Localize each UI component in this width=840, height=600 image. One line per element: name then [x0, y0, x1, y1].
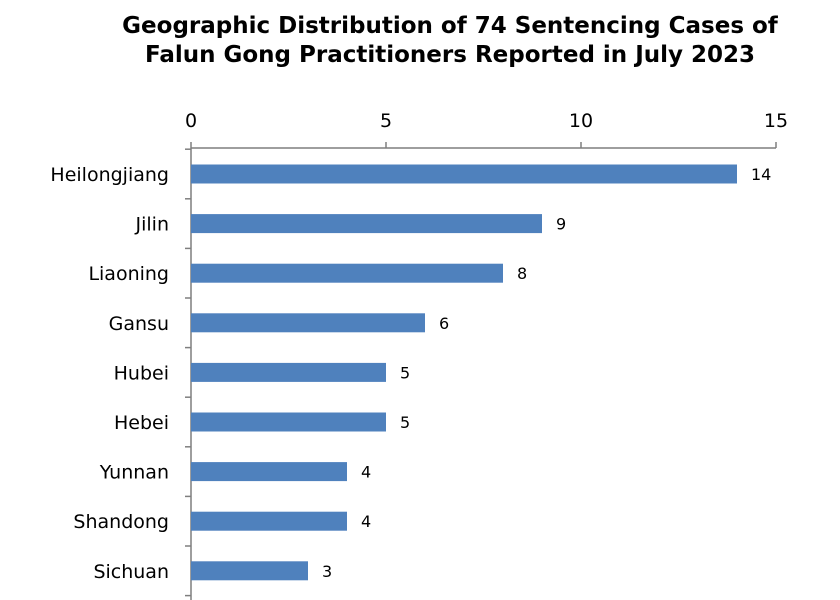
chart-title-line-1: Geographic Distribution of 74 Sentencing… — [122, 13, 778, 39]
chart-title-line-2: Falun Gong Practitioners Reported in Jul… — [144, 42, 756, 68]
bar — [191, 462, 347, 482]
bar — [191, 412, 386, 432]
category-label: Gansu — [109, 313, 169, 335]
bar — [191, 561, 308, 581]
category-label: Liaoning — [88, 263, 169, 285]
bar — [191, 362, 386, 382]
x-tick-label: 15 — [764, 110, 788, 132]
x-tick-label: 0 — [185, 110, 197, 132]
category-label: Sichuan — [93, 561, 169, 583]
x-tick-label: 10 — [569, 110, 593, 132]
data-label: 8 — [517, 264, 527, 283]
category-label: Heilongjiang — [50, 164, 169, 186]
category-label: Hebei — [114, 412, 169, 434]
data-label: 6 — [439, 314, 449, 333]
category-label: Jilin — [135, 214, 169, 236]
bar — [191, 164, 737, 184]
bar — [191, 214, 542, 234]
data-label: 9 — [556, 215, 566, 234]
x-tick-label: 5 — [380, 110, 392, 132]
bar — [191, 313, 425, 333]
data-label: 4 — [361, 512, 371, 531]
category-label: Yunnan — [99, 462, 169, 484]
data-label: 5 — [400, 413, 410, 432]
category-label: Shandong — [73, 511, 169, 533]
bar — [191, 263, 503, 283]
data-label: 5 — [400, 363, 410, 382]
data-label: 4 — [361, 463, 371, 482]
chart-title: Geographic Distribution of 74 Sentencing… — [0, 12, 840, 70]
category-label: Hubei — [114, 362, 169, 384]
data-label: 3 — [322, 562, 332, 581]
data-label: 14 — [751, 165, 771, 184]
bar — [191, 511, 347, 531]
